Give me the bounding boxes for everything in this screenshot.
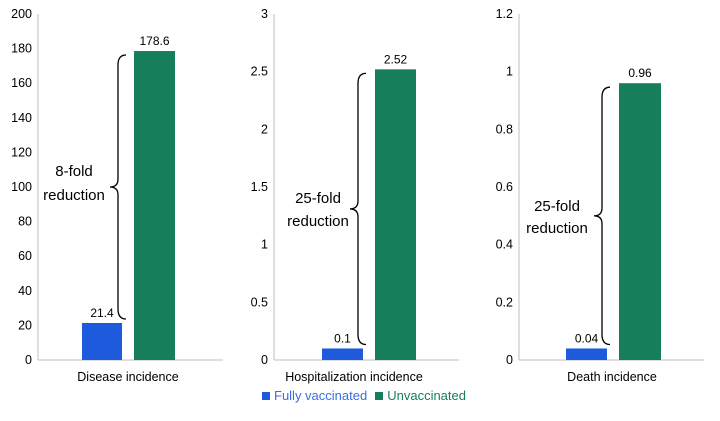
legend: Fully vaccinated Unvaccinated <box>262 388 466 403</box>
y-tick-label: 120 <box>11 145 32 159</box>
y-tick-label: 20 <box>18 318 32 332</box>
legend-swatch-unvaccinated <box>375 391 384 400</box>
y-tick-label: 100 <box>11 180 32 194</box>
annotation-reduction: reduction <box>43 187 105 204</box>
bar-fully-vaccinated <box>82 322 122 360</box>
data-label: 2.52 <box>384 52 408 66</box>
bar-fully-vaccinated <box>322 348 363 360</box>
category-label: Hospitalization incidence <box>285 370 423 384</box>
brace-annotation <box>593 86 611 346</box>
y-tick-label: 60 <box>18 249 32 263</box>
y-tick-label: 80 <box>18 215 32 229</box>
category-label: Disease incidence <box>77 370 178 384</box>
y-tick-label: 0.8 <box>496 122 513 136</box>
y-tick-label: 3 <box>261 7 268 21</box>
y-tick-label: 1.5 <box>251 180 268 194</box>
y-tick-label: 0.5 <box>251 295 268 309</box>
brace-annotation <box>349 72 367 346</box>
y-tick-label: 2.5 <box>251 65 268 79</box>
data-label: 21.4 <box>90 306 114 320</box>
legend-item-vaccinated: Fully vaccinated <box>262 388 367 403</box>
chart-panel-3: 0 0.2 0.4 0.6 0.8 1 1.2 0.04 0.96 25-fold reductio… <box>496 7 704 384</box>
y-tick-label: 1 <box>261 238 268 252</box>
y-tick-label: 200 <box>11 7 32 21</box>
y-tick-label: 0.6 <box>496 180 513 194</box>
data-label: 0.1 <box>334 331 351 345</box>
y-tick-label: 160 <box>11 76 32 90</box>
bar-fully-vaccinated <box>566 348 607 360</box>
y-tick-label: 2 <box>261 122 268 136</box>
y-tick-label: 1.2 <box>496 7 513 21</box>
y-tick-label: 0 <box>506 353 513 367</box>
y-tick-label: 0 <box>261 353 268 367</box>
y-tick-label: 0.4 <box>496 238 513 252</box>
category-label: Death incidence <box>567 370 657 384</box>
y-tick-label: 0.2 <box>496 295 513 309</box>
data-label: 0.04 <box>575 331 599 345</box>
annotation-reduction: reduction <box>526 220 588 237</box>
annotation-fold: 8-fold <box>55 163 93 180</box>
y-tick-label: 1 <box>506 65 513 79</box>
bar-unvaccinated <box>375 69 416 361</box>
y-tick-label: 140 <box>11 111 32 125</box>
bar-unvaccinated <box>134 51 175 360</box>
data-label: 0.96 <box>628 66 652 80</box>
y-tick-label: 0 <box>25 353 32 367</box>
bar-unvaccinated <box>619 83 661 360</box>
y-tick-label: 180 <box>11 42 32 56</box>
legend-label-vaccinated: Fully vaccinated <box>274 388 368 403</box>
legend-item-unvaccinated: Unvaccinated <box>375 388 466 403</box>
legend-swatch-vaccinated <box>262 391 270 400</box>
data-label: 178.6 <box>139 34 169 48</box>
legend-label-unvaccinated: Unvaccinated <box>387 388 466 403</box>
y-tick-label: 40 <box>18 284 32 298</box>
annotation-fold: 25-fold <box>534 198 580 215</box>
chart-panel-1: 0 20 40 60 80 100 120 140 160 180 200 21.4 178.6 8-fo… <box>11 7 223 384</box>
chart-panel-2: 0 0.5 1 1.5 2 2.5 3 0.1 2.52 25-fold reduction Hosp… <box>251 7 459 384</box>
annotation-fold: 25-fold <box>295 190 341 207</box>
annotation-reduction: reduction <box>287 213 349 230</box>
brace-annotation <box>109 54 127 320</box>
